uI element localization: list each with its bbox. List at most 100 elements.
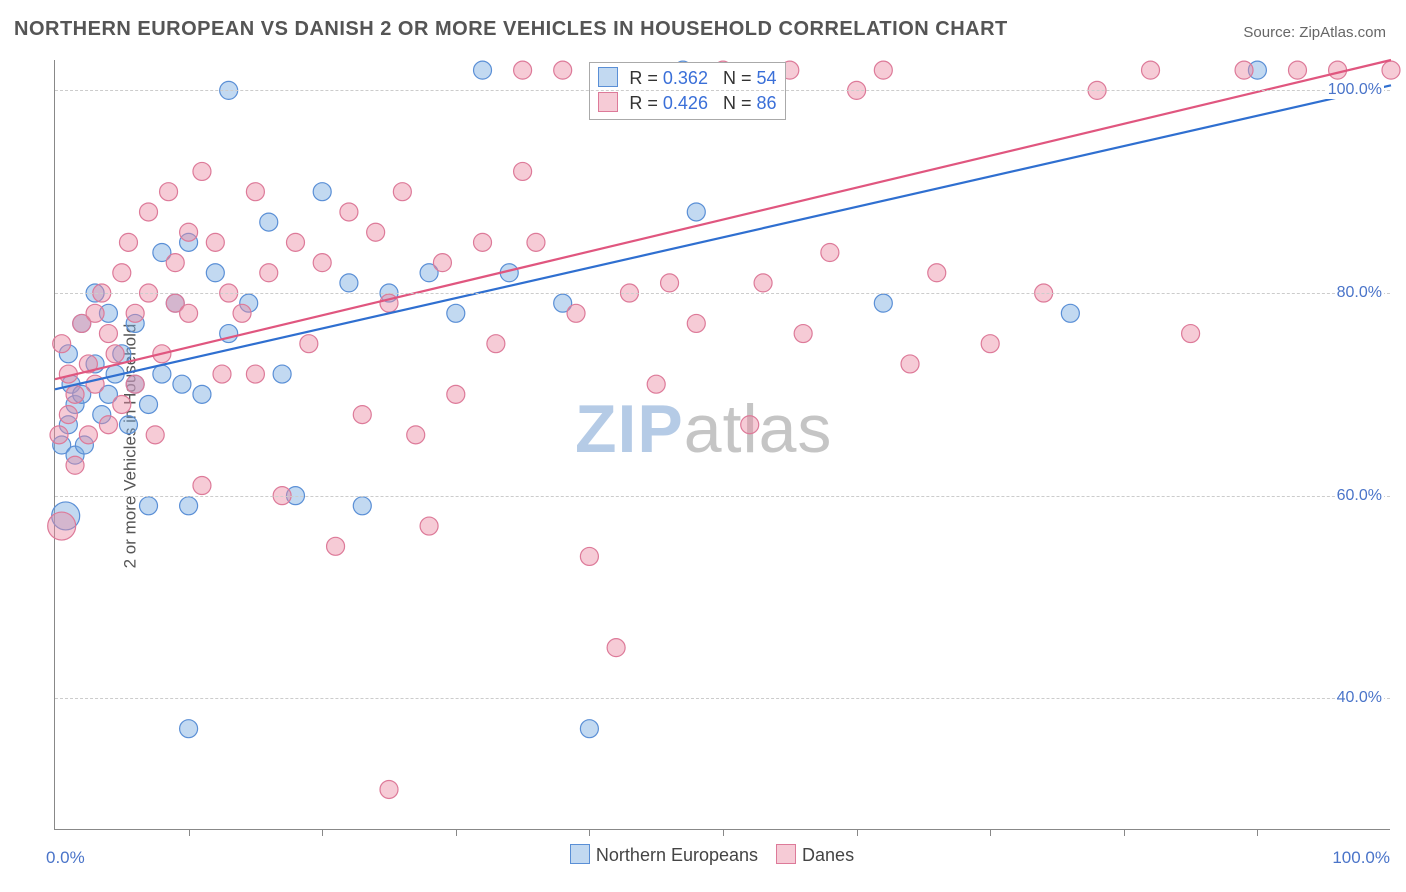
x-tick (990, 829, 991, 836)
data-point (340, 274, 358, 292)
data-point (99, 304, 117, 322)
data-point (113, 345, 131, 363)
data-point (180, 304, 198, 322)
watermark-zip: ZIP (575, 391, 684, 467)
data-point (193, 162, 211, 180)
data-point (607, 639, 625, 657)
x-tick (1257, 829, 1258, 836)
gridline (55, 90, 1390, 91)
data-point (79, 426, 97, 444)
data-point (66, 395, 84, 413)
data-point (66, 446, 84, 464)
data-point (126, 304, 144, 322)
data-point (126, 375, 144, 393)
data-point (286, 233, 304, 251)
data-point (113, 395, 131, 413)
plot-area: ZIPatlas R = 0.362 N = 54 R = 0.426 N = … (54, 60, 1390, 830)
data-point (340, 203, 358, 221)
data-point (433, 254, 451, 272)
data-point (500, 264, 518, 282)
data-point (687, 203, 705, 221)
data-point (447, 304, 465, 322)
legend-swatch (776, 844, 796, 864)
gridline (55, 496, 1390, 497)
data-point (59, 416, 77, 434)
data-point (327, 537, 345, 555)
data-point (794, 325, 812, 343)
data-point (487, 335, 505, 353)
data-point (66, 385, 84, 403)
data-point (166, 294, 184, 312)
data-point (567, 304, 585, 322)
data-point (52, 502, 80, 530)
trend-line (55, 85, 1391, 389)
x-tick (1124, 829, 1125, 836)
data-point (173, 375, 191, 393)
data-point (79, 355, 97, 373)
data-point (1182, 325, 1200, 343)
data-point (73, 314, 91, 332)
data-point (380, 780, 398, 798)
data-point (647, 375, 665, 393)
data-point (874, 294, 892, 312)
data-point (1142, 61, 1160, 79)
data-point (206, 264, 224, 282)
data-point (113, 264, 131, 282)
data-point (1235, 61, 1253, 79)
data-point (153, 244, 171, 262)
data-point (300, 335, 318, 353)
legend-row: R = 0.362 N = 54 (598, 66, 776, 91)
data-point (447, 385, 465, 403)
data-point (180, 497, 198, 515)
data-point (1329, 61, 1347, 79)
data-point (53, 335, 71, 353)
data-point (59, 406, 77, 424)
data-point (193, 385, 211, 403)
data-point (527, 233, 545, 251)
legend-swatch (570, 844, 590, 864)
source-link[interactable]: ZipAtlas.com (1299, 24, 1386, 41)
series-legend: Northern EuropeansDanes (0, 844, 1406, 866)
data-point (119, 416, 137, 434)
data-point (1288, 61, 1306, 79)
data-point (213, 365, 231, 383)
data-point (193, 477, 211, 495)
data-point (874, 61, 892, 79)
legend-r-value: 0.426 (663, 93, 708, 113)
source-prefix: Source: (1243, 24, 1299, 41)
data-point (353, 497, 371, 515)
data-point (313, 183, 331, 201)
data-point (554, 61, 572, 79)
data-point (474, 61, 492, 79)
data-point (580, 547, 598, 565)
data-point (273, 365, 291, 383)
x-tick (589, 829, 590, 836)
data-point (353, 406, 371, 424)
data-point (106, 345, 124, 363)
data-point (66, 456, 84, 474)
data-point (146, 426, 164, 444)
scatter-svg (55, 60, 1390, 829)
source-attribution: Source: ZipAtlas.com (1243, 24, 1386, 41)
x-tick (723, 829, 724, 836)
data-point (821, 244, 839, 262)
data-point (160, 183, 178, 201)
data-point (153, 365, 171, 383)
data-point (119, 233, 137, 251)
data-point (53, 436, 71, 454)
data-point (741, 416, 759, 434)
data-point (260, 264, 278, 282)
data-point (126, 314, 144, 332)
data-point (140, 497, 158, 515)
data-point (754, 274, 772, 292)
data-point (99, 325, 117, 343)
y-tick-label: 60.0% (1335, 487, 1384, 505)
data-point (93, 406, 111, 424)
legend-r-value: 0.362 (663, 68, 708, 88)
data-point (420, 517, 438, 535)
data-point (99, 416, 117, 434)
data-point (1061, 304, 1079, 322)
data-point (166, 254, 184, 272)
data-point (420, 264, 438, 282)
data-point (180, 720, 198, 738)
